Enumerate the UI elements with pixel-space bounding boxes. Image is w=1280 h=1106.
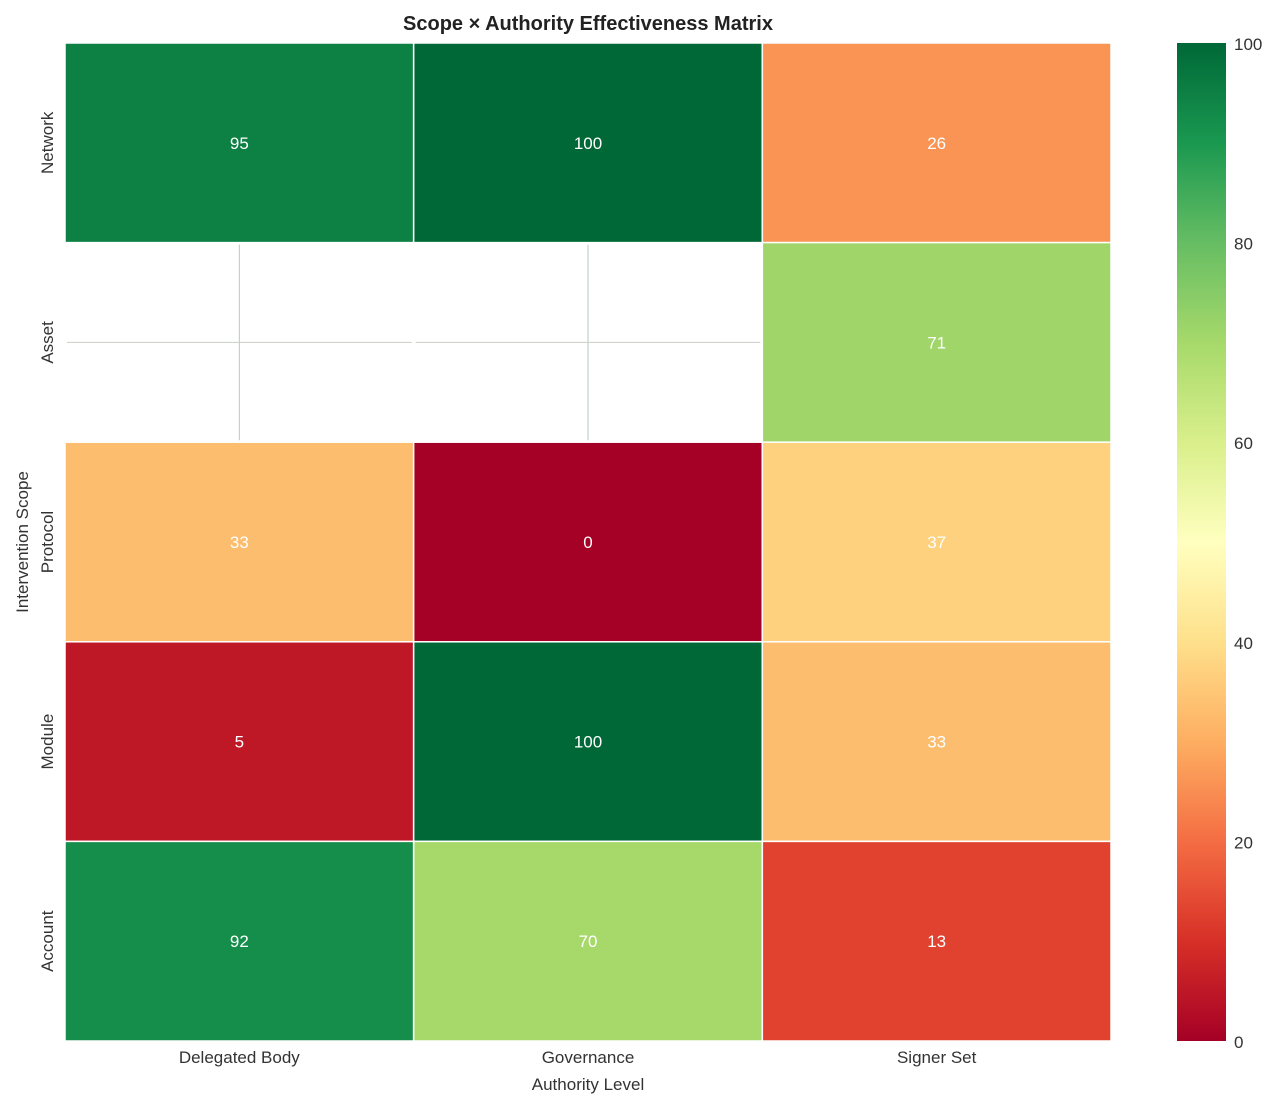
heatmap-cell bbox=[64, 42, 415, 244]
heatmap-cell bbox=[761, 641, 1112, 843]
x-tick-label: Governance bbox=[542, 1048, 635, 1067]
y-tick-label: Module bbox=[38, 714, 57, 770]
y-tick-label: Account bbox=[38, 910, 57, 972]
x-tick-label: Signer Set bbox=[897, 1048, 977, 1067]
colorbar-tick-label: 80 bbox=[1234, 235, 1253, 254]
cell-value-label: 71 bbox=[927, 333, 946, 352]
cell-value-label: 26 bbox=[927, 134, 946, 153]
cell-value-label: 70 bbox=[579, 932, 598, 951]
cell-value-label: 100 bbox=[574, 733, 602, 752]
colorbar-tick-label: 0 bbox=[1234, 1033, 1243, 1052]
y-axis-label: Intervention Scope bbox=[13, 471, 32, 613]
cell-value-label: 37 bbox=[927, 533, 946, 552]
cell-value-label: 33 bbox=[230, 533, 249, 552]
x-tick-label: Delegated Body bbox=[179, 1048, 300, 1067]
axis-tick-labels: Delegated Body Governance Signer Set Networ… bbox=[38, 111, 977, 1067]
heatmap-cell bbox=[761, 42, 1112, 244]
cell-value-label: 0 bbox=[583, 533, 592, 552]
y-tick-label: Asset bbox=[38, 321, 57, 364]
cell-value-label: 100 bbox=[574, 134, 602, 153]
colorbar-gradient bbox=[1177, 43, 1226, 1041]
heatmap-cell bbox=[412, 42, 764, 244]
cell-value-label: 13 bbox=[927, 932, 946, 951]
colorbar: 0 20 40 60 80 100 bbox=[1177, 35, 1262, 1052]
heatmap-cell bbox=[412, 441, 764, 643]
x-axis-label: Authority Level bbox=[532, 1075, 644, 1094]
colorbar-tick-label: 40 bbox=[1234, 634, 1253, 653]
heatmap-cell bbox=[64, 441, 415, 643]
heatmap-cells: 95 100 26 71 33 0 37 5 100 33 92 70 13 bbox=[64, 42, 1112, 1042]
heatmap-cell bbox=[761, 840, 1112, 1042]
heatmap-cell bbox=[761, 441, 1112, 643]
cell-value-label: 5 bbox=[235, 733, 244, 752]
heatmap-cell bbox=[761, 241, 1112, 443]
colorbar-tick-label: 20 bbox=[1234, 833, 1253, 852]
chart-title: Scope × Authority Effectiveness Matrix bbox=[403, 13, 773, 35]
cell-value-label: 33 bbox=[927, 733, 946, 752]
colorbar-tick-label: 60 bbox=[1234, 434, 1253, 453]
heatmap-cell bbox=[64, 840, 415, 1042]
cell-value-label: 92 bbox=[230, 932, 249, 951]
heatmap-cell bbox=[412, 840, 764, 1042]
y-tick-label: Network bbox=[38, 111, 57, 174]
y-tick-label: Protocol bbox=[38, 511, 57, 573]
cell-value-label: 95 bbox=[230, 134, 249, 153]
colorbar-tick-label: 100 bbox=[1234, 35, 1262, 54]
heatmap-cell bbox=[412, 641, 764, 843]
